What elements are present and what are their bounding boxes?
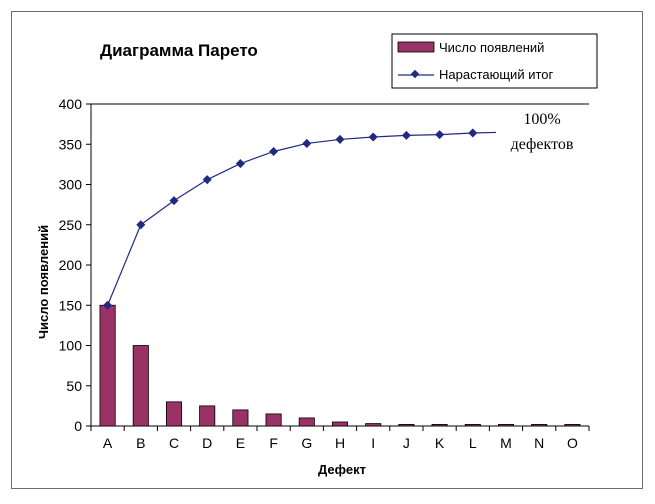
y-tick-label: 300 <box>59 177 83 193</box>
cumulative-point <box>202 175 212 185</box>
bar <box>232 409 249 427</box>
x-tick-label: G <box>301 435 312 451</box>
x-tick-label: C <box>169 435 179 451</box>
cumulative-point <box>435 130 445 140</box>
x-axis-label: Дефект <box>318 462 366 477</box>
bar <box>464 423 481 427</box>
x-tick-label: H <box>335 435 345 451</box>
y-tick-label: 100 <box>59 338 83 354</box>
legend-bar-swatch <box>397 41 435 53</box>
y-tick-label: 400 <box>59 96 83 112</box>
y-axis-label: Число появлений <box>36 225 51 339</box>
x-tick-label: L <box>469 435 477 451</box>
y-tick-label: 200 <box>59 257 83 273</box>
cumulative-point <box>468 128 478 138</box>
x-tick-label: I <box>371 435 375 451</box>
x-tick-label: D <box>202 435 212 451</box>
legend-line-marker <box>410 69 420 79</box>
bar <box>199 405 216 427</box>
chart-title: Диаграмма Парето <box>100 41 258 60</box>
bar <box>531 423 548 427</box>
bar <box>431 423 448 427</box>
bar <box>564 423 581 427</box>
y-tick-label: 350 <box>59 136 83 152</box>
x-tick-label: K <box>435 435 445 451</box>
y-tick-label: 0 <box>74 418 82 434</box>
annotation-line2: дефектов <box>511 136 574 153</box>
bar <box>132 345 149 427</box>
legend-bar-label: Число появлений <box>439 40 544 55</box>
y-tick-label: 250 <box>59 217 83 233</box>
cumulative-point <box>335 134 345 144</box>
x-tick-label: B <box>136 435 145 451</box>
bar <box>298 417 315 427</box>
cumulative-point <box>136 220 146 230</box>
annotation-line1: 100% <box>523 111 560 128</box>
x-tick-label: E <box>236 435 245 451</box>
cumulative-point <box>368 132 378 142</box>
annotation-background <box>496 105 616 161</box>
cumulative-point <box>302 138 312 148</box>
cumulative-point <box>169 196 179 206</box>
bar <box>331 421 349 427</box>
cumulative-point <box>269 146 279 157</box>
cumulative-point <box>401 130 411 140</box>
bar <box>497 423 515 427</box>
cumulative-point <box>235 159 245 169</box>
y-tick-label: 150 <box>59 297 83 313</box>
x-tick-label: N <box>534 435 544 451</box>
x-tick-label: A <box>103 435 113 451</box>
x-tick-label: M <box>500 435 512 451</box>
x-tick-label: O <box>567 435 578 451</box>
legend-line-label: Нарастающий итог <box>439 67 553 82</box>
plot-area: 0 50 100 150 200 250 300 350 400 A B C D E F G H I J K L M N O <box>59 96 616 451</box>
pareto-chart: Диаграмма Парето Число появлений Нараста… <box>36 33 616 477</box>
legend: Число появлений Нарастающий итог <box>391 33 598 89</box>
chart-frame: Диаграмма Парето Число появлений Нараста… <box>11 11 643 489</box>
y-tick-label: 50 <box>66 378 82 394</box>
x-tick-label: F <box>269 435 278 451</box>
x-tick-label: J <box>403 435 410 451</box>
bar <box>398 423 415 427</box>
bar <box>165 401 183 427</box>
bar <box>265 413 282 427</box>
bar <box>99 304 116 427</box>
bar <box>365 423 382 427</box>
